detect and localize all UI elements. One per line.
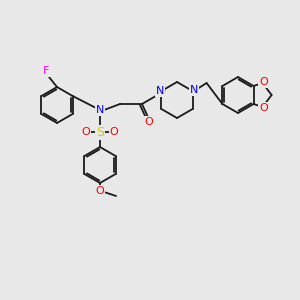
Text: O: O [259,77,268,87]
Text: O: O [82,127,90,137]
Text: O: O [259,103,268,113]
Text: F: F [43,66,49,76]
Text: N: N [156,86,165,96]
Text: O: O [96,186,104,196]
Text: S: S [96,125,104,139]
Text: N: N [96,105,104,115]
Text: O: O [145,117,153,127]
Text: N: N [189,85,198,95]
Text: O: O [110,127,118,137]
